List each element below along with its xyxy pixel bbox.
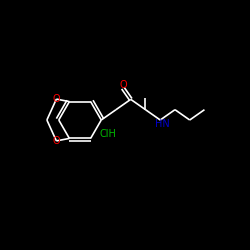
Text: O: O bbox=[52, 136, 60, 146]
Text: HN: HN bbox=[154, 120, 169, 130]
Text: ClH: ClH bbox=[99, 129, 116, 139]
Text: O: O bbox=[52, 94, 60, 104]
Text: O: O bbox=[119, 80, 127, 90]
